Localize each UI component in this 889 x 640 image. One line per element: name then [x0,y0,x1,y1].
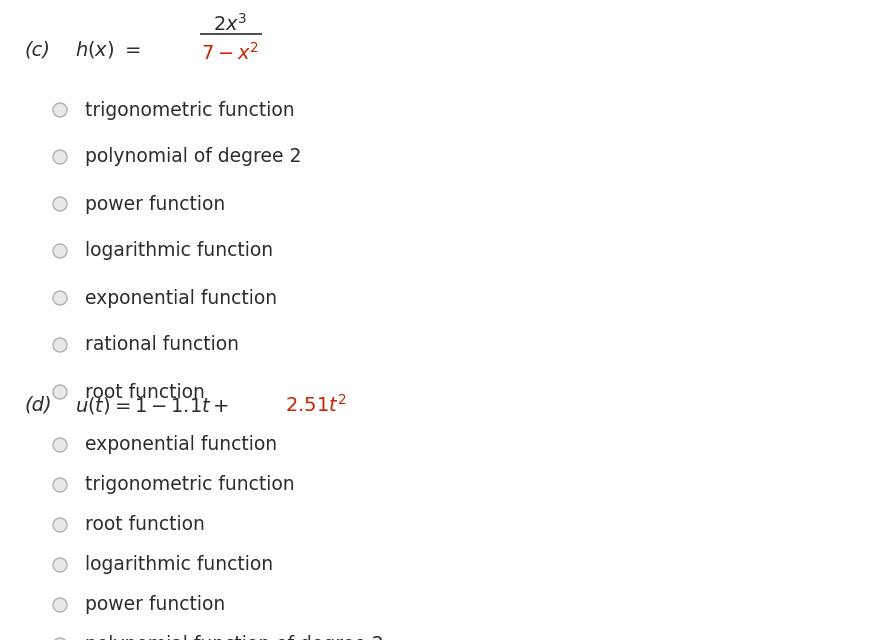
Circle shape [53,150,67,164]
Text: (d): (d) [25,396,52,415]
Text: exponential function: exponential function [85,435,277,454]
Text: logarithmic function: logarithmic function [85,556,273,575]
Circle shape [53,598,67,612]
Text: power function: power function [85,195,225,214]
Text: polynomial function of degree 2: polynomial function of degree 2 [85,636,384,640]
Text: $2.51t^2$: $2.51t^2$ [285,394,347,416]
Text: $h(x)\ =$: $h(x)\ =$ [75,40,140,61]
Text: trigonometric function: trigonometric function [85,100,294,120]
Text: $2x^3$: $2x^3$ [212,13,247,35]
Circle shape [53,478,67,492]
Text: (c): (c) [25,40,51,60]
Text: rational function: rational function [85,335,239,355]
Circle shape [53,197,67,211]
Text: root function: root function [85,515,204,534]
Circle shape [53,385,67,399]
Text: $u(t) = 1 - 1.1t +$: $u(t) = 1 - 1.1t +$ [75,394,229,415]
Text: root function: root function [85,383,204,401]
Circle shape [53,438,67,452]
Circle shape [53,338,67,352]
Text: logarithmic function: logarithmic function [85,241,273,260]
Circle shape [53,291,67,305]
Circle shape [53,103,67,117]
Text: polynomial of degree 2: polynomial of degree 2 [85,147,301,166]
Circle shape [53,558,67,572]
Circle shape [53,244,67,258]
Text: $7-x^2$: $7-x^2$ [201,42,259,64]
Text: power function: power function [85,595,225,614]
Circle shape [53,518,67,532]
Circle shape [53,638,67,640]
Text: exponential function: exponential function [85,289,277,307]
Text: trigonometric function: trigonometric function [85,476,294,495]
